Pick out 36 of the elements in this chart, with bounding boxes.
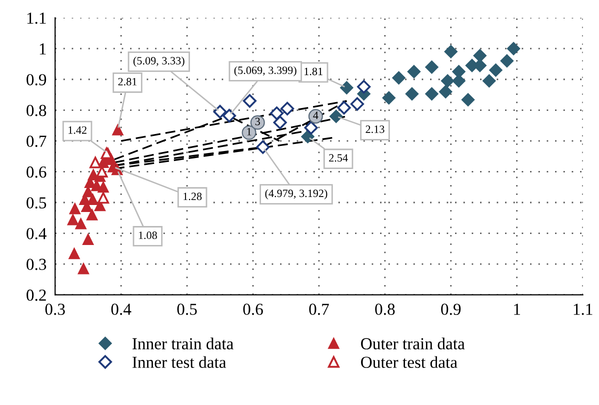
y-tick-label: 0.8 (26, 104, 46, 116)
annotation: 2.81 (118, 78, 137, 86)
annotation: 1.42 (68, 126, 86, 134)
x-tick-label: 0.4 (111, 304, 132, 315)
y-tick-label: 0.6 (26, 166, 46, 178)
y-tick-label: 0.3 (26, 258, 46, 270)
y-tick-label: 1 (40, 43, 46, 54)
x-tick-label: 1 (514, 304, 520, 315)
annotation: (5.09, 3.33) (133, 56, 184, 67)
x-tick-label: 0.5 (177, 304, 197, 315)
annotation: 1.08 (138, 232, 157, 240)
y-tick-label: 0.7 (26, 136, 46, 147)
y-tick-label: 0.9 (26, 74, 46, 86)
x-tick-label: 0.8 (375, 304, 395, 315)
y-tick-label: 0.5 (26, 197, 46, 209)
y-tick-label: 1.1 (27, 12, 46, 24)
annotation: (4.979, 3.192) (265, 189, 328, 200)
annotation: 1.81 (304, 68, 322, 76)
x-tick-label: 0.7 (309, 304, 329, 315)
annotation: 3 (255, 118, 260, 126)
annotation: 4 (313, 112, 318, 119)
annotation: 1 (247, 128, 252, 136)
legend-label: Inner train data (132, 338, 234, 350)
x-tick-label: 0.6 (243, 304, 263, 315)
annotation: 1.28 (184, 192, 202, 200)
annotation: 2.54 (329, 154, 348, 162)
legend-label: Outer test data (361, 356, 458, 368)
y-tick-label: 0.2 (26, 290, 46, 301)
x-tick-label: 0.9 (441, 304, 461, 315)
legend-label: Outer train data (361, 338, 465, 350)
x-tick-label: 0.3 (45, 304, 65, 315)
y-tick-label: 0.4 (26, 228, 47, 240)
legend-label: Inner test data (132, 356, 226, 368)
annotation: 2.13 (366, 126, 384, 134)
annotation: (5.069, 3.399) (234, 66, 296, 76)
x-tick-label: 1.1 (574, 304, 592, 315)
